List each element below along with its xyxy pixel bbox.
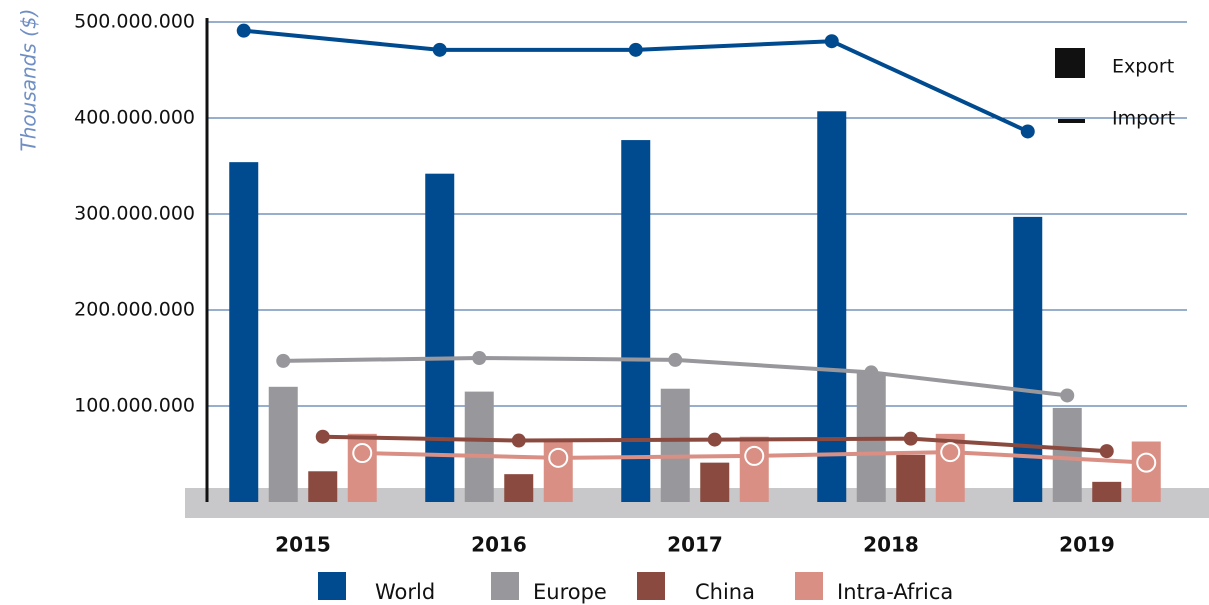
import-point [940, 442, 961, 463]
x-tick-label: 2018 [863, 533, 919, 557]
import-point [707, 432, 722, 447]
import-point [1020, 124, 1035, 139]
import-point [548, 447, 569, 468]
y-tick-label: 300.000.000 [74, 203, 195, 225]
y-axis-label: Thousands ($) [17, 9, 41, 152]
import-point [472, 351, 487, 365]
bar [1013, 216, 1043, 502]
import-point [352, 443, 373, 464]
import-point [276, 353, 291, 368]
legend-label: World [375, 580, 435, 604]
y-tick-label: 100.000.000 [74, 395, 195, 417]
legend-swatch [1055, 48, 1085, 78]
bar [425, 173, 455, 502]
import-point [744, 445, 765, 466]
import-point [864, 365, 879, 380]
import-point [432, 42, 447, 57]
bar [896, 454, 926, 502]
y-tick-label: 200.000.000 [74, 299, 195, 321]
legend-label: Intra-Africa [837, 580, 953, 604]
x-tick-label: 2016 [471, 533, 527, 557]
legend-swatch [795, 572, 823, 600]
bar [1052, 407, 1082, 502]
y-tick-label: 500.000.000 [74, 11, 195, 33]
y-tick-label: 400.000.000 [74, 107, 195, 129]
bar [1092, 481, 1122, 502]
legend-swatch [637, 572, 665, 600]
import-point [1060, 388, 1075, 403]
bar [464, 391, 494, 502]
import-point [1099, 444, 1114, 459]
legend-label: China [695, 580, 755, 604]
import-point [315, 429, 330, 444]
import-point [903, 431, 918, 446]
legend-label: Import [1112, 108, 1175, 130]
bar [308, 471, 338, 502]
bar [660, 388, 690, 502]
legend-label: Export [1112, 56, 1174, 78]
legend-label: Europe [533, 580, 607, 604]
x-tick-label: 2019 [1059, 533, 1115, 557]
import-point [824, 34, 839, 49]
bar [621, 140, 651, 502]
x-tick-label: 2017 [667, 533, 723, 557]
legend-swatch [491, 572, 519, 600]
bar [700, 462, 730, 502]
legend-swatch [318, 572, 346, 600]
import-point [1136, 452, 1157, 473]
import-point [628, 42, 643, 57]
bar [817, 111, 847, 502]
bar [229, 162, 259, 502]
bar [504, 474, 534, 502]
bar [268, 386, 298, 502]
import-point [236, 23, 251, 38]
import-point [668, 352, 683, 367]
x-tick-label: 2015 [275, 533, 331, 557]
import-point [511, 433, 526, 448]
